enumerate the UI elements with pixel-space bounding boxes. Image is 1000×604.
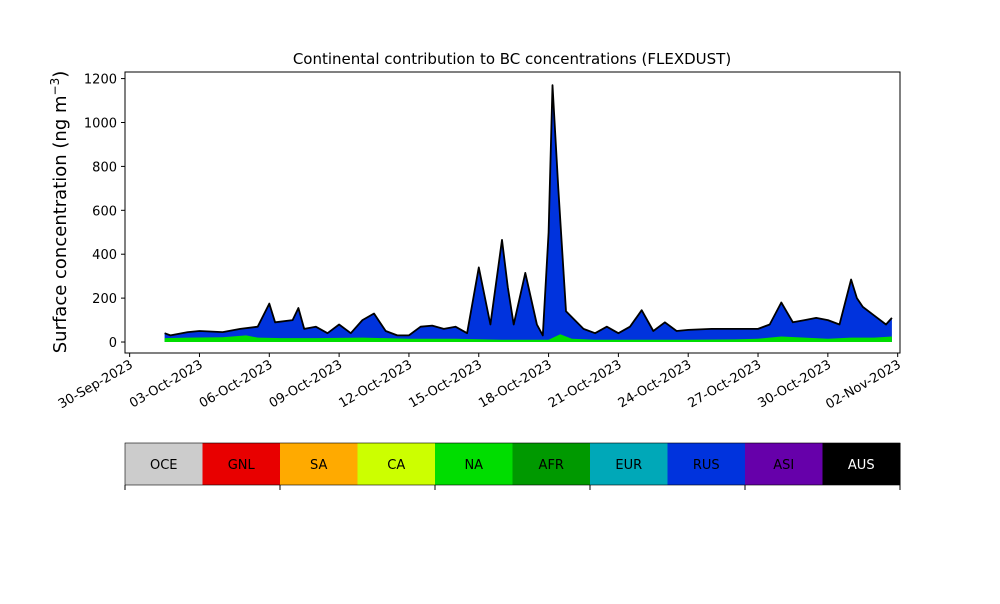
area-rus xyxy=(164,85,892,342)
legend-label-sa: SA xyxy=(310,458,327,473)
legend-label-oce: OCE xyxy=(150,458,178,473)
legend-label-gnl: GNL xyxy=(228,458,256,473)
legend-swatch-aus xyxy=(822,443,901,485)
area-series-group xyxy=(164,84,893,342)
legend-label-afr: AFR xyxy=(539,458,564,473)
legend: OCE GNL SA CA NA AFR EUR RUS ASI AUS xyxy=(124,442,901,490)
x-tick-label: 21-Oct-2023 xyxy=(546,357,624,411)
legend-label-na: NA xyxy=(464,458,483,473)
y-tick-label: 1200 xyxy=(84,73,117,88)
x-tick-label: 30-Oct-2023 xyxy=(756,357,834,411)
y-tick-label: 400 xyxy=(92,248,117,263)
x-tick-label: 12-Oct-2023 xyxy=(337,357,415,411)
x-tick-label: 18-Oct-2023 xyxy=(476,357,554,411)
legend-frame xyxy=(124,442,901,486)
legend-swatch-asi xyxy=(745,443,823,485)
y-axis-label-unit-exponent: −3 xyxy=(48,78,62,96)
y-tick-label: 1000 xyxy=(84,116,117,131)
area-na xyxy=(164,334,892,342)
x-tick-label: 27-Oct-2023 xyxy=(686,357,764,411)
legend-swatch-sa xyxy=(280,443,358,485)
legend-swatch-eur xyxy=(590,443,668,485)
x-tick-label: 03-Oct-2023 xyxy=(127,357,205,411)
plot-frame xyxy=(124,71,901,354)
x-axis: 30-Sep-202303-Oct-202306-Oct-202309-Oct-… xyxy=(56,353,904,412)
x-tick-label: 30-Sep-2023 xyxy=(56,357,136,412)
legend-label-aus: AUS xyxy=(848,458,875,473)
legend-label-asi: ASI xyxy=(773,458,794,473)
legend-swatch-afr xyxy=(512,443,591,485)
y-tick-label: 600 xyxy=(92,204,117,219)
legend-swatch-ca xyxy=(357,443,436,485)
y-tick-label: 0 xyxy=(109,336,117,351)
x-tick-label: 02-Nov-2023 xyxy=(823,357,903,412)
legend-swatch-rus xyxy=(667,443,746,485)
legend-label-ca: CA xyxy=(387,458,405,473)
legend-label-rus: RUS xyxy=(693,458,720,473)
y-axis: 0 200 400 600 800 1000 1200 xyxy=(84,73,125,351)
x-tick-label: 24-Oct-2023 xyxy=(616,357,694,411)
chart-title: Continental contribution to BC concentra… xyxy=(293,50,731,68)
legend-swatch-oce xyxy=(125,443,203,485)
legend-swatch-na xyxy=(435,443,513,485)
x-tick-label: 09-Oct-2023 xyxy=(267,357,345,411)
total-line xyxy=(164,84,893,337)
x-tick-label: 06-Oct-2023 xyxy=(197,357,275,411)
legend-swatch-gnl xyxy=(202,443,281,485)
y-tick-label: 800 xyxy=(92,160,117,175)
legend-label-eur: EUR xyxy=(615,458,642,473)
y-axis-label: Surface concentration (ng m−3) xyxy=(48,71,71,354)
x-tick-label: 15-Oct-2023 xyxy=(406,357,484,411)
y-tick-label: 200 xyxy=(92,292,117,307)
